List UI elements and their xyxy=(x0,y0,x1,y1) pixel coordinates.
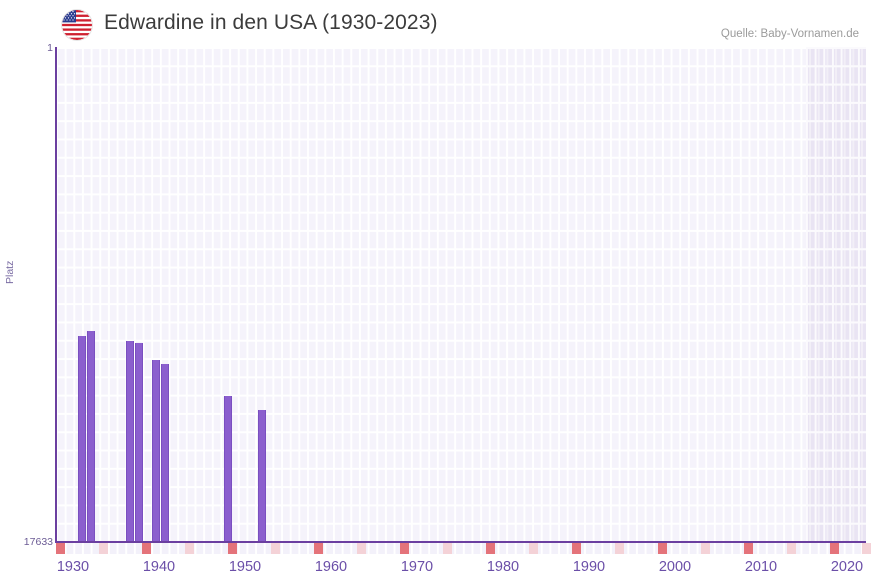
page-title: Edwardine in den USA (1930-2023) xyxy=(104,11,438,34)
y-axis-tick-bottom: 17633 xyxy=(23,536,53,548)
x-axis-tick-label: 2000 xyxy=(658,559,692,575)
x-axis-decade-marker xyxy=(314,543,323,554)
x-axis-decade-marker xyxy=(486,543,495,554)
x-axis-decade-marker xyxy=(56,543,65,554)
chart-gridlines xyxy=(56,47,866,541)
x-axis-tick-label: 2010 xyxy=(744,559,778,575)
bar xyxy=(87,331,95,541)
x-axis-tick-label: 1950 xyxy=(228,559,262,575)
bar xyxy=(135,343,143,541)
x-axis-decade-marker xyxy=(658,543,667,554)
projection-band-gridlines xyxy=(806,47,866,541)
x-axis-tick-label: 1960 xyxy=(314,559,348,575)
chart-plot-area xyxy=(56,47,866,541)
y-axis-line xyxy=(55,47,57,542)
x-axis-tick-label: 1970 xyxy=(400,559,434,575)
x-axis-decade-strip xyxy=(56,543,871,554)
x-axis-decade-marker xyxy=(572,543,581,554)
x-axis-decade-marker xyxy=(357,543,366,554)
x-axis-decade-marker xyxy=(185,543,194,554)
x-axis-decade-marker xyxy=(862,543,871,554)
bar xyxy=(152,360,160,541)
y-axis-tick-top: 1 xyxy=(47,42,53,54)
x-axis-tick-label: 1980 xyxy=(486,559,520,575)
chart-bars xyxy=(56,47,866,541)
bar xyxy=(161,364,169,541)
bar xyxy=(78,336,86,541)
source-attribution: Quelle: Baby-Vornamen.de xyxy=(720,28,859,40)
x-axis-decade-marker xyxy=(615,543,624,554)
projection-shaded-band xyxy=(806,47,866,541)
x-axis-decade-marker xyxy=(830,543,839,554)
x-axis-decade-marker xyxy=(529,543,538,554)
x-axis-decade-marker xyxy=(99,543,108,554)
x-axis-decade-marker xyxy=(744,543,753,554)
chart-header: Edwardine in den USA (1930-2023) Quelle:… xyxy=(0,0,873,46)
x-axis-tick-label: 1930 xyxy=(56,559,90,575)
x-axis-tick-label: 1940 xyxy=(142,559,176,575)
x-axis-decade-marker xyxy=(701,543,710,554)
bar xyxy=(126,341,134,541)
x-axis-tick-label: 1990 xyxy=(572,559,606,575)
us-flag-icon xyxy=(62,10,92,40)
x-axis-decade-marker xyxy=(271,543,280,554)
y-axis-title: Platz xyxy=(4,260,16,284)
x-axis-decade-marker xyxy=(142,543,151,554)
bar xyxy=(258,410,266,541)
x-axis-decade-marker xyxy=(228,543,237,554)
x-axis-tick-label: 2020 xyxy=(830,559,864,575)
x-axis-decade-marker xyxy=(443,543,452,554)
x-axis-decade-marker xyxy=(787,543,796,554)
x-axis-decade-marker xyxy=(400,543,409,554)
x-axis-line xyxy=(55,541,866,543)
x-strip-gridlines xyxy=(56,543,866,554)
bar xyxy=(224,396,232,541)
